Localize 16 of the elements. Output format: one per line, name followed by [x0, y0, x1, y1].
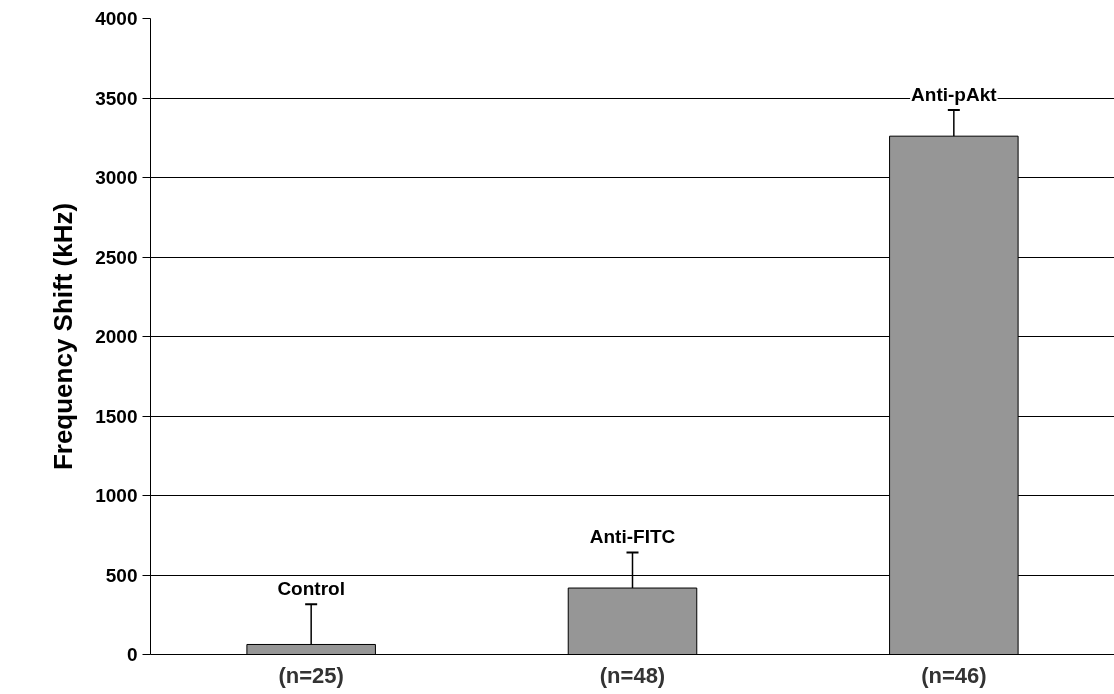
- y-tick-label: 1000: [95, 485, 138, 506]
- y-axis-title: Frequency Shift (kHz): [48, 202, 79, 471]
- y-tick-label: 3500: [95, 87, 138, 109]
- y-tick-label: 500: [105, 564, 138, 586]
- y-tick-label: 0: [126, 644, 138, 665]
- y-tick-label: 1500: [95, 405, 138, 427]
- x-tick-label: (n=25): [278, 662, 344, 688]
- y-tick-label: 2000: [95, 326, 138, 347]
- x-tick-label: (n=48): [599, 662, 666, 688]
- y-tick-label: 4000: [95, 8, 138, 29]
- annotation: Anti-FITC: [589, 526, 676, 548]
- annotation: Anti-pAkt: [911, 84, 998, 106]
- y-tick-label: 2500: [95, 246, 138, 268]
- x-tick-label: (n=46): [921, 662, 987, 688]
- y-tick-label: 3000: [95, 167, 138, 188]
- annotation: Control: [277, 578, 345, 600]
